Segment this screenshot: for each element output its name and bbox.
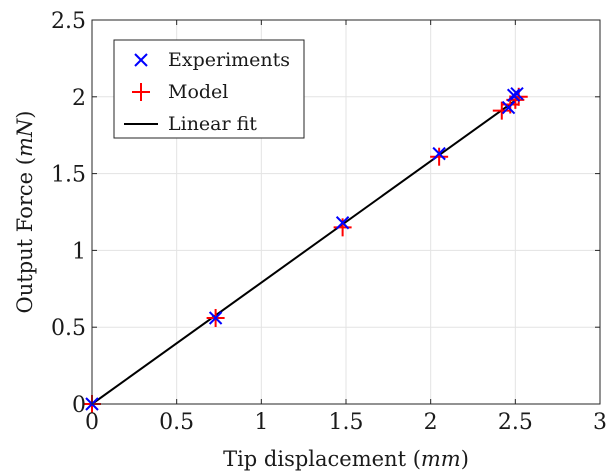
y-axis-label: Output Force (mN) (13, 111, 37, 314)
experiments-point-4 (501, 100, 516, 115)
model-point-3 (430, 147, 449, 166)
x-tick-label-2: 1 (254, 410, 268, 435)
x-tick-label-0: 0 (85, 410, 99, 435)
legend-label-model: Model (168, 81, 228, 103)
experiments-point-3-stroke-b (432, 146, 446, 161)
legend: Experiments Model Linear fit (113, 39, 305, 139)
series-layer (83, 87, 528, 413)
legend-swatch-experiments-stroke-b (134, 53, 148, 67)
x-tick-label-3: 1.5 (329, 410, 364, 435)
experiments-point-6-stroke-b (510, 87, 524, 101)
experiments-point-3 (432, 146, 446, 161)
y-tick-label-4: 2 (72, 86, 86, 111)
legend-swatch-experiments (134, 53, 148, 67)
y-tick-label-0: 0 (72, 393, 86, 418)
x-tick-label-4: 2 (424, 410, 438, 435)
experiments-point-1-stroke-b (208, 311, 223, 325)
experiments-point-2-stroke-b (335, 216, 350, 230)
x-tick-label-1: 0.5 (159, 410, 194, 435)
legend-items: Experiments Model Linear fit (124, 49, 290, 135)
x-axis-label: Tip displacement (mm) (223, 447, 469, 471)
x-tick-label-5: 2.5 (498, 410, 533, 435)
y-tick-label-1: 0.5 (51, 316, 86, 341)
legend-entry-experiments: Experiments (134, 49, 290, 71)
experiments-point-6 (510, 87, 524, 101)
experiments-point-5 (506, 88, 521, 102)
experiments-point-1 (208, 311, 223, 325)
experiments-point-2 (335, 216, 350, 230)
y-tick-label-5: 2.5 (51, 9, 86, 34)
legend-entry-linear-fit: Linear fit (124, 113, 257, 135)
legend-label-linear-fit: Linear fit (168, 113, 257, 135)
tick-layer: 0 0.5 1 1.5 2 2.5 3 0 0.5 1 1.5 2 2.5 (51, 9, 607, 435)
y-tick-label-3: 1.5 (51, 163, 86, 188)
legend-label-experiments: Experiments (168, 49, 290, 71)
experiments-point-5-stroke-b (506, 88, 521, 102)
legend-swatch-model (132, 83, 150, 101)
legend-entry-model: Model (132, 81, 228, 103)
series-linear-fit-line (91, 95, 521, 405)
experiments-point-4-stroke-b (501, 100, 516, 115)
x-tick-label-6: 3 (593, 410, 607, 435)
y-tick-label-2: 1 (72, 239, 86, 264)
